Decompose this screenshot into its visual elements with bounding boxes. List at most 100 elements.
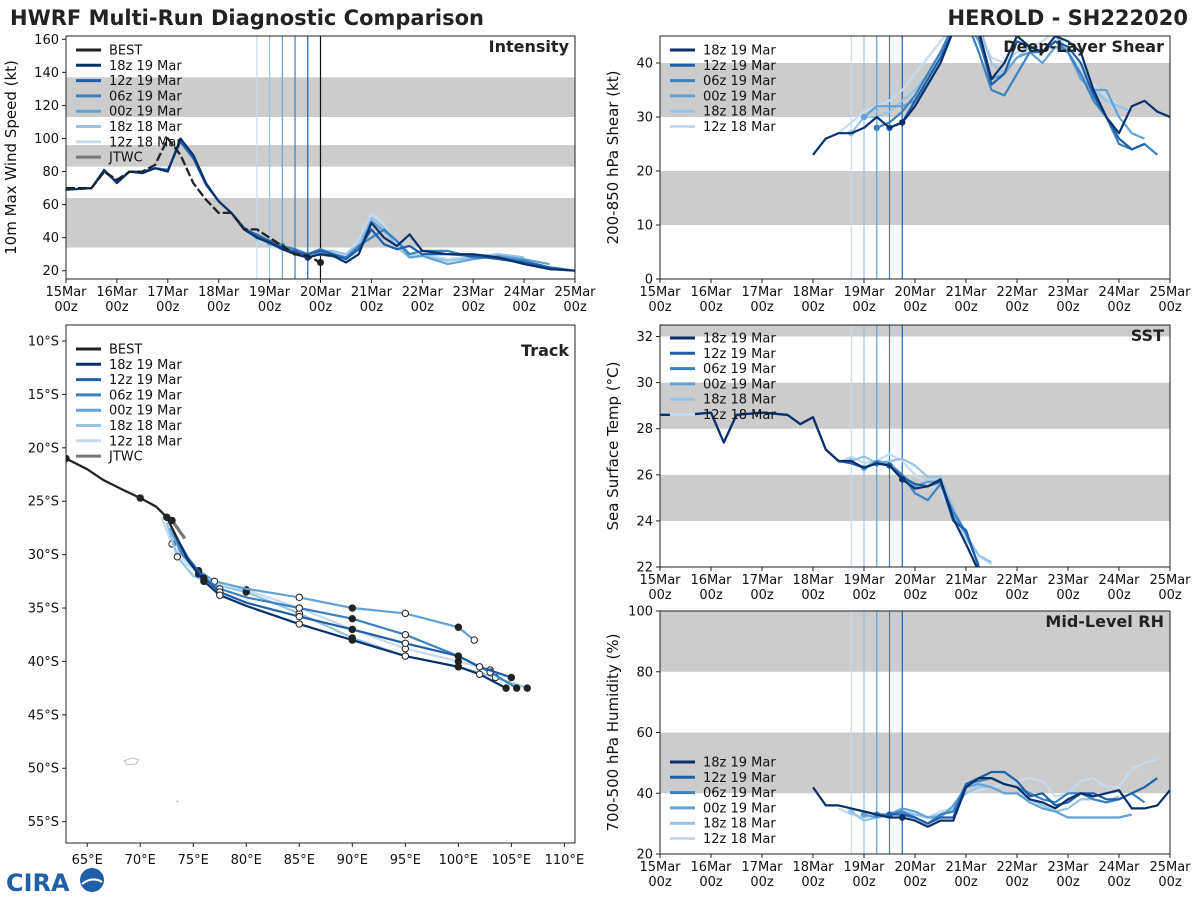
x-tick-date: 16Mar xyxy=(96,285,138,300)
init-point xyxy=(860,113,868,121)
x-tick-date: 23Mar xyxy=(1047,860,1089,875)
legend-entry: 06z 19 Mar xyxy=(703,362,776,377)
x-tick-date: 17Mar xyxy=(147,285,189,300)
y-tick-label: 22 xyxy=(636,561,653,576)
x-tick-hour: 00z xyxy=(258,300,282,315)
track-point-00z xyxy=(200,577,208,586)
threshold-band xyxy=(660,611,1170,672)
legend-entry: 18z 19 Mar xyxy=(109,59,182,74)
lat-tick-label: 15°S xyxy=(28,388,59,403)
x-tick-date: 20Mar xyxy=(894,285,936,300)
x-tick-hour: 00z xyxy=(750,588,774,603)
x-tick-date: 22Mar xyxy=(996,860,1038,875)
y-tick-label: 20 xyxy=(42,264,59,279)
x-tick-hour: 00z xyxy=(852,875,876,890)
x-tick-label: 21Mar 00z xyxy=(945,860,987,890)
track-point-00z xyxy=(454,623,463,631)
legend-entry: 06z 19 Mar xyxy=(109,388,182,403)
lon-tick-label: 65°E xyxy=(72,853,103,868)
x-tick-label: 22Mar 00z xyxy=(996,573,1038,603)
y-tick-label: 30 xyxy=(636,111,653,126)
x-tick-label: 23Mar 00z xyxy=(1047,285,1089,315)
threshold-band xyxy=(660,732,1170,794)
lon-tick-label: 110°E xyxy=(545,853,585,868)
x-tick-hour: 00z xyxy=(360,300,384,315)
lon-tick-label: 75°E xyxy=(178,853,209,868)
legend-entry: BEST xyxy=(109,343,142,358)
track-point-00z xyxy=(454,652,463,660)
x-tick-label: 20Mar 00z xyxy=(300,285,342,315)
y-axis-label: 700-500 hPa Humidity (%) xyxy=(604,633,622,831)
series-line xyxy=(889,770,1158,825)
y-tick-label: 20 xyxy=(636,848,653,863)
track-point-12z xyxy=(295,593,303,602)
threshold-band xyxy=(660,171,1170,225)
y-axis-label: 200-850 hPa Shear (kt) xyxy=(604,71,622,245)
track-point-00z xyxy=(502,684,510,692)
track-point-12z xyxy=(475,663,484,671)
x-tick-label: 22Mar 00z xyxy=(996,860,1038,890)
legend-entry: 18z 19 Mar xyxy=(703,756,776,771)
y-tick-label: 26 xyxy=(636,468,653,483)
track-point-00z xyxy=(66,454,70,463)
legend-entry: 00z 19 Mar xyxy=(109,105,182,120)
legend-entry: 18z 19 Mar xyxy=(703,332,776,347)
x-tick-hour: 00z xyxy=(563,300,587,315)
x-tick-date: 25Mar xyxy=(1149,860,1191,875)
x-tick-date: 23Mar xyxy=(453,285,495,300)
init-point xyxy=(899,119,906,126)
x-tick-date: 20Mar xyxy=(894,860,936,875)
y-tick-label: 100 xyxy=(628,605,653,620)
y-tick-label: 40 xyxy=(42,231,59,246)
x-tick-date: 24Mar xyxy=(504,285,546,300)
plot-area xyxy=(660,325,1170,567)
lon-tick-label: 100°E xyxy=(439,853,479,868)
x-tick-date: 22Mar xyxy=(402,285,444,300)
x-tick-label: 21Mar 00z xyxy=(945,285,987,315)
y-tick-label: 28 xyxy=(636,422,653,437)
legend-entry: 00z 19 Mar xyxy=(109,404,182,419)
x-tick-hour: 00z xyxy=(512,300,536,315)
x-tick-date: 17Mar xyxy=(741,860,783,875)
x-tick-hour: 00z xyxy=(750,300,774,315)
x-tick-date: 16Mar xyxy=(690,285,732,300)
x-tick-hour: 00z xyxy=(750,875,774,890)
x-tick-date: 17Mar xyxy=(741,285,783,300)
x-tick-label: 24Mar 00z xyxy=(504,285,546,315)
init-point xyxy=(899,814,906,821)
track-point-12z xyxy=(470,636,478,644)
x-tick-date: 15Mar xyxy=(639,573,681,588)
panel-title: Mid-Level RH xyxy=(1045,612,1164,631)
logo-swirl-icon xyxy=(81,878,103,885)
legend-entry: 18z 18 Mar xyxy=(703,393,776,408)
x-tick-hour: 00z xyxy=(105,300,129,315)
x-tick-label: 25Mar 00z xyxy=(1149,285,1191,315)
x-tick-hour: 00z xyxy=(648,300,672,315)
x-tick-date: 20Mar xyxy=(894,573,936,588)
track-line xyxy=(66,457,179,540)
x-tick-date: 21Mar xyxy=(945,285,987,300)
x-tick-hour: 00z xyxy=(1107,300,1131,315)
panel-title: Deep-Layer Shear xyxy=(1003,37,1164,56)
x-tick-hour: 00z xyxy=(1005,300,1029,315)
x-tick-date: 23Mar xyxy=(1047,573,1089,588)
x-tick-hour: 00z xyxy=(1107,875,1131,890)
x-tick-label: 18Mar 00z xyxy=(792,860,834,890)
x-tick-hour: 00z xyxy=(1056,300,1080,315)
threshold-band xyxy=(660,325,1170,337)
x-tick-label: 15Mar 00z xyxy=(639,285,681,315)
legend-entry: 06z 19 Mar xyxy=(703,786,776,801)
x-tick-date: 22Mar xyxy=(996,285,1038,300)
y-tick-label: 160 xyxy=(34,33,59,48)
legend-entry: 12z 18 Mar xyxy=(109,135,182,150)
track-point-00z xyxy=(507,673,516,682)
storm-id: HEROLD - SH222020 xyxy=(948,6,1188,30)
lat-tick-label: 35°S xyxy=(28,602,59,617)
track-point-12z xyxy=(295,612,303,621)
track-point-00z xyxy=(348,636,357,644)
legend-entry: 18z 19 Mar xyxy=(703,44,776,59)
x-tick-label: 17Mar 00z xyxy=(741,285,783,315)
threshold-band xyxy=(660,474,1170,521)
x-tick-hour: 00z xyxy=(801,300,825,315)
